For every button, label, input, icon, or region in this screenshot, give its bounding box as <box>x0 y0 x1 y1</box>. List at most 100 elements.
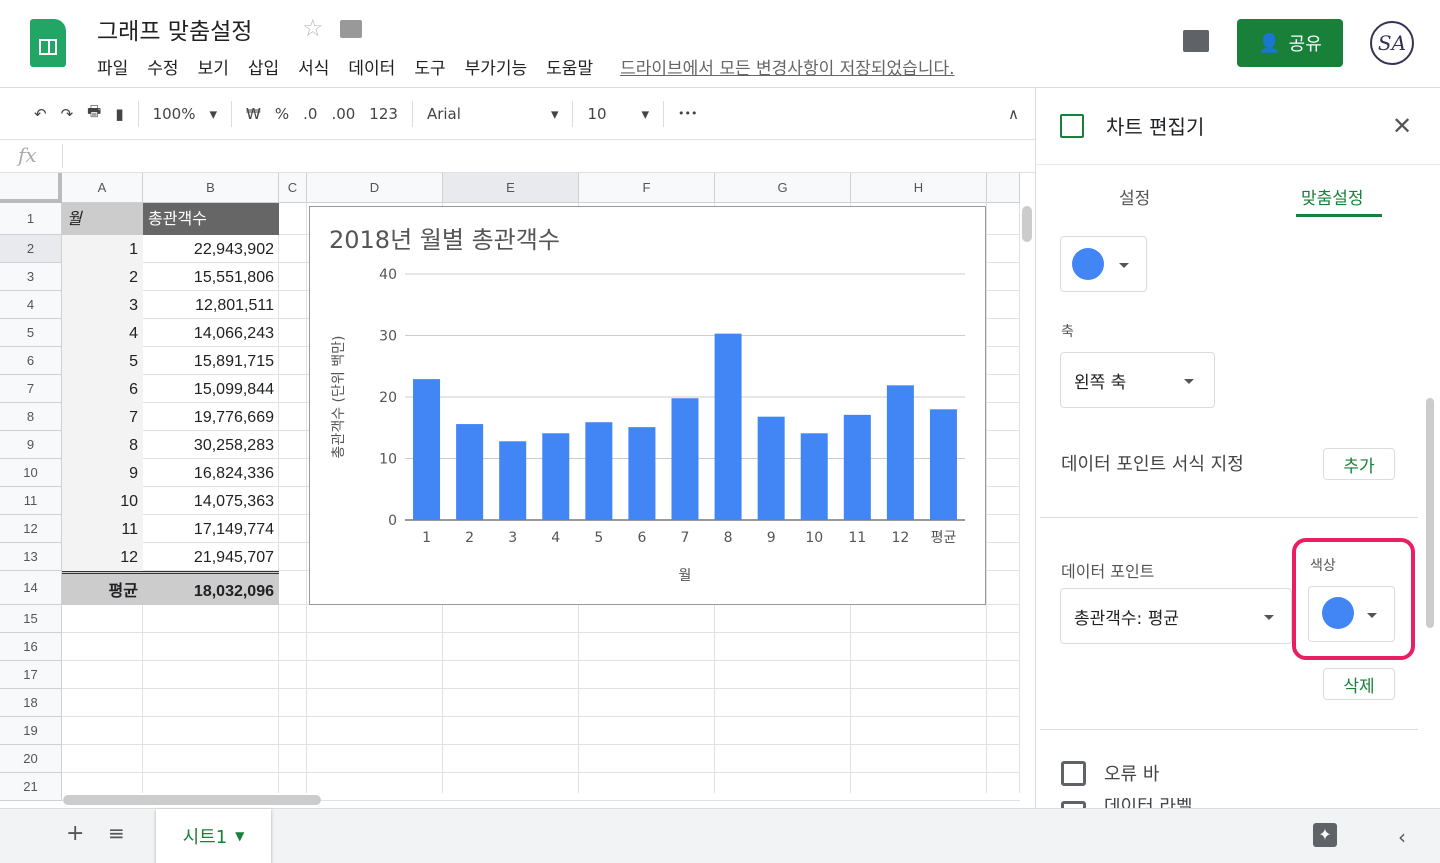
cell-audience[interactable]: 15,551,806 <box>193 269 274 286</box>
cell-audience[interactable]: 15,099,844 <box>193 381 274 398</box>
menu-file[interactable]: 파일 <box>97 59 129 79</box>
doc-title[interactable]: 그래프 맞춤설정 <box>97 19 253 45</box>
row-header[interactable]: 10 <box>0 459 62 487</box>
folder-icon[interactable] <box>340 20 362 38</box>
row-header[interactable]: 6 <box>0 347 62 375</box>
cell-audience[interactable]: 17,149,774 <box>193 521 274 538</box>
avg-label-cell[interactable]: 평균 <box>62 571 143 605</box>
row-header[interactable]: 9 <box>0 431 62 459</box>
cell-month[interactable]: 1 <box>62 235 143 263</box>
menu-view[interactable]: 보기 <box>197 59 229 79</box>
tab-customize[interactable]: 맞춤설정 <box>1301 189 1364 209</box>
row-header[interactable]: 18 <box>0 689 62 717</box>
column-header[interactable] <box>987 173 1020 203</box>
save-status-link[interactable]: 드라이브에서 모든 변경사항이 저장되었습니다. <box>620 59 955 79</box>
more-button[interactable]: ••• <box>678 107 698 120</box>
row-header[interactable]: 12 <box>0 515 62 543</box>
cell-month[interactable]: 5 <box>62 347 143 375</box>
cell-month[interactable]: 10 <box>62 487 143 515</box>
row-header[interactable]: 14 <box>0 571 62 605</box>
font-select[interactable]: Arial <box>426 104 461 123</box>
cell-audience[interactable]: 21,945,707 <box>193 549 274 566</box>
error-bar-checkbox[interactable] <box>1061 761 1086 786</box>
zoom-dropdown-icon[interactable]: ▾ <box>209 104 218 123</box>
cell-audience[interactable]: 14,066,243 <box>193 325 274 342</box>
row-header[interactable]: 3 <box>0 263 62 291</box>
row-header[interactable]: 5 <box>0 319 62 347</box>
column-header[interactable]: H <box>851 173 987 203</box>
sheets-logo-icon[interactable] <box>30 19 66 67</box>
cell-month[interactable]: 3 <box>62 291 143 319</box>
add-button[interactable]: 추가 <box>1323 448 1395 480</box>
vertical-scrollbar[interactable] <box>1022 206 1032 242</box>
all-sheets-icon[interactable]: ≡ <box>108 821 125 845</box>
paint-format-icon[interactable]: ▮ <box>115 104 124 123</box>
collapse-side-icon[interactable]: ‹ <box>1398 825 1406 849</box>
column-header[interactable]: B <box>143 173 279 203</box>
menu-format[interactable]: 서식 <box>298 59 330 79</box>
percent-button[interactable]: % <box>274 104 290 123</box>
row-header[interactable]: 17 <box>0 661 62 689</box>
menu-data[interactable]: 데이터 <box>348 59 396 79</box>
explore-icon[interactable]: ✦ <box>1313 823 1337 847</box>
data-label-checkbox[interactable] <box>1061 801 1086 808</box>
print-icon[interactable]: 🖶 <box>87 102 102 120</box>
share-button[interactable]: 👤 공유 <box>1237 19 1343 67</box>
redo-icon[interactable]: ↷ <box>60 104 74 123</box>
row-header[interactable]: 8 <box>0 403 62 431</box>
cell-audience[interactable]: 19,776,669 <box>193 409 274 426</box>
row-header[interactable]: 15 <box>0 605 62 633</box>
cell-month[interactable]: 11 <box>62 515 143 543</box>
cell-month[interactable]: 2 <box>62 263 143 291</box>
data-point-dropdown[interactable]: 총관객수: 평균 <box>1060 588 1292 644</box>
cell-month[interactable]: 8 <box>62 431 143 459</box>
currency-button[interactable]: ₩ <box>246 104 261 123</box>
cell-audience[interactable]: 16,824,336 <box>193 465 274 482</box>
formula-input[interactable] <box>62 144 1022 168</box>
font-dropdown-icon[interactable]: ▾ <box>550 104 559 123</box>
row-header[interactable]: 21 <box>0 773 62 801</box>
menu-help[interactable]: 도움말 <box>546 59 594 79</box>
row-header[interactable]: 4 <box>0 291 62 319</box>
cell-month[interactable]: 6 <box>62 375 143 403</box>
column-header[interactable]: E <box>443 173 579 203</box>
cell-month[interactable]: 9 <box>62 459 143 487</box>
avg-value-cell[interactable]: 18,032,096 <box>143 571 279 605</box>
data-point-color-dropdown[interactable] <box>1308 586 1395 642</box>
menu-insert[interactable]: 삽입 <box>247 59 280 79</box>
row-header[interactable]: 1 <box>0 203 62 235</box>
menu-edit[interactable]: 수정 <box>147 59 179 79</box>
select-all-corner[interactable] <box>0 173 62 203</box>
row-header[interactable]: 2 <box>0 235 62 263</box>
cell-audience[interactable]: 15,891,715 <box>193 353 274 370</box>
zoom-select[interactable]: 100% <box>152 104 196 123</box>
column-header[interactable]: G <box>715 173 851 203</box>
star-icon[interactable]: ☆ <box>302 14 324 42</box>
cell-month[interactable]: 4 <box>62 319 143 347</box>
column-header[interactable]: A <box>62 173 143 203</box>
menu-tools[interactable]: 도구 <box>414 59 446 79</box>
column-header[interactable]: F <box>579 173 715 203</box>
add-sheet-icon[interactable]: + <box>66 821 85 846</box>
font-size-select[interactable]: 10 <box>587 104 607 123</box>
column-header[interactable]: D <box>307 173 443 203</box>
row-header[interactable]: 11 <box>0 487 62 515</box>
sheet-tab-dropdown-icon[interactable]: ▼ <box>235 829 245 843</box>
decrease-decimal-button[interactable]: .0 <box>303 104 318 123</box>
sheet-tab[interactable]: 시트1 ▼ <box>156 809 271 863</box>
increase-decimal-button[interactable]: .00 <box>331 104 356 123</box>
axis-dropdown[interactable]: 왼쪽 축 <box>1060 352 1215 408</box>
undo-icon[interactable]: ↶ <box>34 104 47 123</box>
series-color-dropdown[interactable] <box>1060 236 1147 292</box>
header-cell-audience[interactable]: 총관객수 <box>143 203 279 235</box>
comments-icon[interactable] <box>1183 30 1209 52</box>
header-cell-month[interactable]: 월 <box>62 203 143 235</box>
row-header[interactable]: 20 <box>0 745 62 773</box>
horizontal-scrollbar[interactable] <box>63 795 321 805</box>
delete-button[interactable]: 삭제 <box>1323 668 1395 700</box>
cell-audience[interactable]: 22,943,902 <box>193 241 274 258</box>
cell-audience[interactable]: 12,801,511 <box>195 297 274 314</box>
row-header[interactable]: 13 <box>0 543 62 571</box>
row-header[interactable]: 19 <box>0 717 62 745</box>
